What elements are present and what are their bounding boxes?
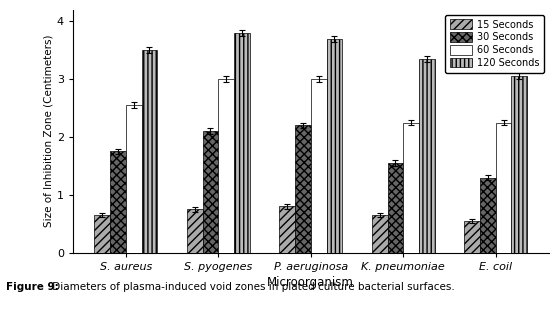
- X-axis label: Microorganism: Microorganism: [267, 276, 354, 289]
- Bar: [311, 79, 326, 253]
- Text: Figure 9:: Figure 9:: [6, 282, 58, 292]
- Bar: [142, 50, 157, 253]
- Bar: [110, 152, 126, 253]
- Y-axis label: Size of Inhibition Zone (Centimeters): Size of Inhibition Zone (Centimeters): [44, 35, 54, 227]
- Bar: [372, 215, 388, 253]
- Bar: [511, 76, 527, 253]
- Bar: [126, 105, 142, 253]
- Bar: [496, 122, 511, 253]
- Bar: [295, 125, 311, 253]
- Legend: 15 Seconds, 30 Seconds, 60 Seconds, 120 Seconds: 15 Seconds, 30 Seconds, 60 Seconds, 120 …: [445, 15, 544, 73]
- Bar: [218, 79, 234, 253]
- Bar: [464, 221, 480, 253]
- Bar: [234, 33, 250, 253]
- Bar: [203, 131, 218, 253]
- Bar: [279, 206, 295, 253]
- Bar: [419, 59, 435, 253]
- Bar: [403, 122, 419, 253]
- Bar: [326, 39, 342, 253]
- Bar: [480, 178, 496, 253]
- Bar: [95, 215, 110, 253]
- Bar: [388, 163, 403, 253]
- Text: Diameters of plasma-induced void zones in plated culture bacterial surfaces.: Diameters of plasma-induced void zones i…: [49, 282, 455, 292]
- Bar: [187, 209, 203, 253]
